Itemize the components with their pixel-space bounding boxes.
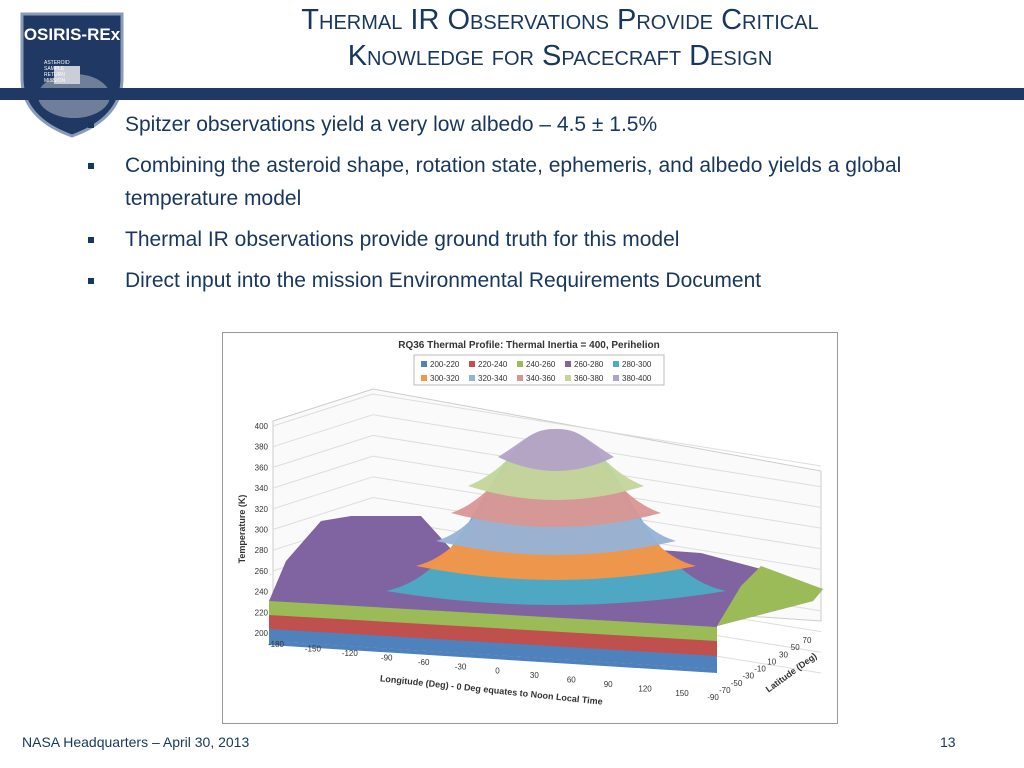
x-tick-label: 0	[495, 667, 500, 676]
legend-label: 360-380	[574, 374, 604, 383]
z-tick-label: 200	[255, 629, 269, 638]
bullet-list: Spitzer observations yield a very low al…	[86, 108, 926, 305]
legend-swatch	[565, 375, 571, 381]
y-tick-label: 10	[767, 657, 776, 666]
z-tick-label: 400	[255, 422, 269, 431]
legend-label: 320-340	[478, 374, 508, 383]
x-tick-label: 120	[638, 685, 652, 694]
z-tick-label: 240	[255, 588, 269, 597]
legend-label: 200-220	[430, 360, 460, 369]
bullet: Spitzer observations yield a very low al…	[86, 108, 926, 141]
z-tick-label: 360	[255, 463, 269, 472]
surface-face	[269, 626, 717, 669]
y-tick-label: -50	[731, 679, 743, 688]
grid-line	[272, 434, 374, 468]
grid-line	[272, 414, 374, 448]
title-line: Knowledge for Spacecraft Design	[347, 40, 773, 72]
z-tick-label: 320	[255, 505, 269, 514]
legend-swatch	[421, 361, 427, 367]
logo-tagline: SAMPLE	[44, 66, 65, 72]
logo: OSIRIS-REx ASTEROID SAMPLE RETURN MISSIO…	[20, 12, 124, 138]
legend-label: 340-360	[526, 374, 556, 383]
x-tick-label: -60	[418, 658, 430, 667]
surface	[269, 388, 823, 674]
logo-tagline: MISSION	[44, 78, 66, 84]
legend-label: 380-400	[622, 374, 652, 383]
legend-label: 260-280	[574, 360, 604, 369]
z-tick-label: 260	[255, 567, 269, 576]
z-axis-title: Temperature (K)	[237, 495, 247, 564]
header-band	[0, 88, 1024, 100]
x-tick-label: -90	[381, 653, 393, 662]
grid-line	[272, 455, 374, 489]
surface-band	[498, 429, 614, 471]
surface-face	[269, 601, 717, 641]
y-tick-label: -10	[754, 665, 766, 674]
x-tick-label: 60	[567, 676, 576, 685]
x-tick-label: 30	[530, 671, 539, 680]
x-tick-label: -150	[305, 644, 322, 653]
z-tick-label: 300	[255, 526, 269, 535]
y-tick-label: -70	[719, 686, 731, 695]
z-tick-label: 380	[255, 443, 269, 452]
legend-swatch	[469, 361, 475, 367]
surface-edge	[717, 566, 823, 626]
z-tick-label: 280	[255, 546, 269, 555]
title-line: Thermal IR Observations Provide Critical	[301, 4, 819, 36]
legend-box	[413, 354, 665, 386]
logo-tagline: ASTEROID	[44, 60, 70, 66]
y-tick-label: 70	[803, 636, 812, 645]
bullet: Direct input into the mission Environmen…	[86, 264, 926, 297]
logo-spacecraft	[54, 66, 80, 84]
surface-face	[269, 614, 717, 656]
figure-title: RQ36 Thermal Profile: Thermal Inertia = …	[398, 340, 659, 351]
surface-face	[269, 641, 717, 673]
x-tick-label: 150	[675, 689, 689, 698]
grid-line	[272, 497, 374, 530]
legend-swatch	[565, 361, 571, 367]
legend-swatch	[517, 375, 523, 381]
x-tick-label: -180	[268, 640, 285, 649]
slide-title: Thermal IR Observations Provide Critical…	[180, 2, 940, 74]
x-tick-label: -30	[455, 662, 467, 671]
x-tick-label: 90	[604, 680, 613, 689]
legend-swatch	[469, 375, 475, 381]
logo-name: OSIRIS-REx	[24, 25, 121, 44]
footer-text: NASA Headquarters – April 30, 2013	[22, 734, 250, 750]
page-number: 13	[940, 734, 956, 750]
legend-swatch	[421, 375, 427, 381]
y-tick-label: 30	[779, 650, 788, 659]
bullet: Thermal IR observations provide ground t…	[86, 223, 926, 256]
grid-line	[272, 476, 374, 510]
logo-tagline: RETURN	[44, 72, 65, 78]
legend-label: 300-320	[430, 374, 460, 383]
z-tick-label: 340	[255, 484, 269, 493]
z-tick-label: 220	[255, 608, 269, 617]
figure: RQ36 Thermal Profile: Thermal Inertia = …	[222, 332, 838, 724]
legend-swatch	[613, 375, 619, 381]
y-tick-label: 50	[791, 643, 800, 652]
grid-line	[372, 393, 822, 467]
legend-label: 220-240	[478, 360, 508, 369]
legend-swatch	[613, 361, 619, 367]
x-tick-label: -120	[342, 649, 359, 658]
legend-label: 240-260	[526, 360, 556, 369]
legend-label: 280-300	[622, 360, 652, 369]
legend-swatch	[517, 361, 523, 367]
grid-line	[272, 393, 374, 427]
bullet: Combining the asteroid shape, rotation s…	[86, 149, 926, 215]
y-tick-label: -30	[742, 672, 754, 681]
y-tick-label: -90	[707, 693, 719, 702]
